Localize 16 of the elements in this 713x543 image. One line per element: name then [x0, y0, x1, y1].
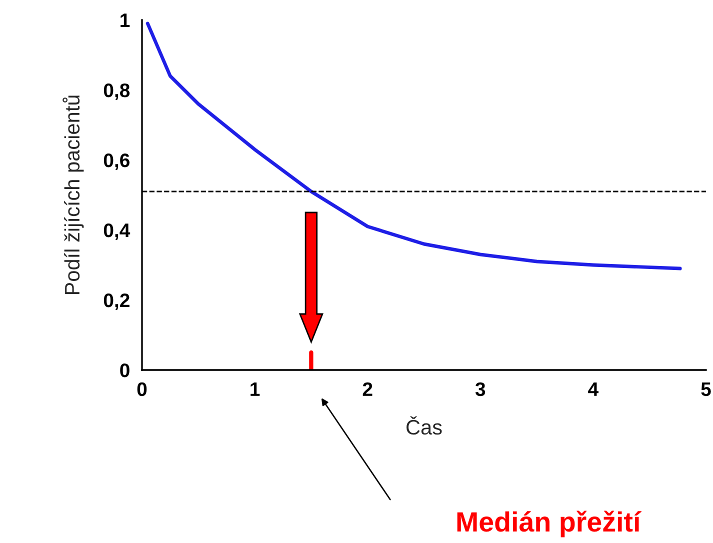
text: Medián přežití — [457, 510, 642, 538]
x-tick-label: 4 — [588, 382, 599, 396]
y-tick-label: 0,4 — [104, 223, 130, 240]
x-tick-label: 5 — [701, 382, 711, 396]
y-axis-title: Podíl žijících pacientů — [62, 96, 84, 294]
x-tick-label: 0 — [137, 382, 147, 396]
y-tick-label: 1 — [120, 14, 130, 28]
line-series — [146, 22, 682, 270]
y-tick-label: 0,2 — [104, 293, 130, 310]
x-tick-label: 2 — [362, 382, 372, 396]
x-axis-title: Čas — [406, 416, 442, 435]
y-tick-label: 0,6 — [104, 153, 130, 170]
y-tick-label: 0 — [120, 363, 130, 378]
x-tick-label: 3 — [475, 382, 486, 396]
y-tick-label: 0,8 — [104, 83, 130, 100]
x-tick-label: 1 — [250, 382, 260, 396]
